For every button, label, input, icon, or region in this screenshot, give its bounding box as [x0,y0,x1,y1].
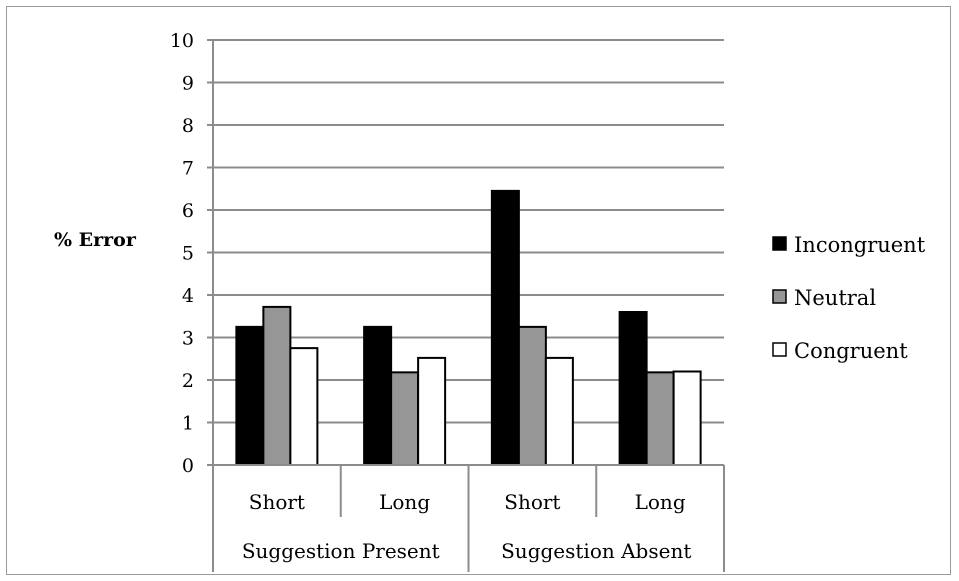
group-label: Suggestion Present [242,539,440,563]
y-tick-label: 0 [182,455,194,477]
legend-label-incongruent: Incongruent [794,233,926,257]
category-label: Long [635,490,686,514]
group-label: Suggestion Absent [501,539,691,563]
y-tick-label: 2 [182,370,194,392]
bar-incongruent [363,325,393,466]
y-tick-label: 1 [182,413,194,435]
y-tick-label: 5 [182,243,194,265]
bar-incongruent [235,325,265,466]
y-tick-label: 9 [182,73,194,95]
bar-incongruent [618,311,648,466]
chart-frame [6,6,951,575]
bars [235,189,702,467]
y-tick-label: 4 [182,285,194,307]
bar-neutral [262,305,292,466]
legend: Incongruent Neutral Congruent [772,233,926,363]
bar-congruent [417,356,447,466]
bar-neutral [517,325,547,466]
bar-neutral [645,371,675,467]
category-label: Short [504,490,560,514]
bar-congruent [544,356,574,466]
bar-incongruent [490,189,520,466]
bar-neutral [390,371,420,467]
y-tick-label: 3 [182,328,194,350]
y-axis-title: % Error [54,229,137,251]
category-label: Short [249,490,305,514]
legend-label-congruent: Congruent [794,339,908,363]
bar-congruent [672,370,702,466]
category-label: Long [379,490,430,514]
bar-congruent [289,347,319,466]
y-tick-label: 6 [182,200,194,222]
legend-swatch-congruent [772,342,787,357]
labels: % Error 0 1 2 3 4 5 6 7 8 9 10 Short Long Short Long Su… [54,30,691,563]
legend-label-neutral: Neutral [794,286,876,310]
legend-swatch-incongruent [772,236,787,251]
y-tick-label: 8 [182,115,194,137]
y-tick-label: 7 [182,158,194,180]
legend-swatch-neutral [772,289,787,304]
y-tick-label: 10 [170,30,194,52]
axes [207,39,725,572]
